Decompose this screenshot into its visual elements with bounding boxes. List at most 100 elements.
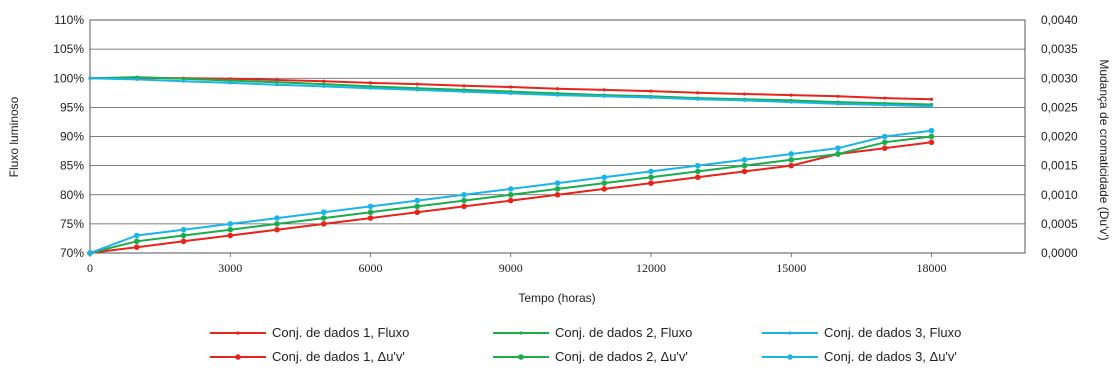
data-point [836, 102, 840, 106]
y-left-tick-label: 100% [53, 71, 84, 85]
data-point [133, 238, 140, 245]
data-point [694, 168, 701, 175]
data-point [322, 84, 326, 89]
data-point [180, 238, 187, 245]
data-point [788, 151, 795, 157]
data-point [694, 162, 701, 169]
data-point [649, 95, 653, 100]
y-left-tick-label: 80% [60, 188, 84, 202]
legend-swatch-marker [788, 331, 792, 335]
series-3 [88, 76, 934, 108]
data-point [601, 174, 608, 181]
data-point [741, 157, 748, 163]
data-point [507, 186, 514, 192]
data-point [227, 232, 234, 239]
data-point [414, 203, 421, 210]
data-point [928, 139, 935, 146]
data-point [322, 82, 326, 86]
data-point [929, 104, 934, 108]
legend-label: Conj. de dados 3, Fluxo [824, 325, 961, 340]
legend-item: Conj. de dados 1, Fluxo [210, 325, 409, 340]
y-right-tick-label: 0,0015 [1041, 159, 1078, 173]
data-point [554, 186, 561, 192]
data-point [741, 162, 748, 169]
data-point [368, 81, 373, 85]
data-point [601, 186, 608, 192]
data-point [648, 180, 654, 186]
legend-swatch-marker [519, 331, 523, 335]
data-point [414, 197, 421, 204]
data-point [742, 92, 747, 96]
legend-label: Conj. de dados 2, Fluxo [555, 325, 692, 340]
series-6 [87, 127, 935, 256]
data-point [554, 191, 561, 198]
data-point [462, 90, 466, 94]
data-point [181, 79, 186, 83]
y-left-tick-label: 95% [60, 100, 84, 114]
data-point [835, 151, 841, 157]
data-point [648, 174, 654, 181]
data-point [602, 94, 606, 98]
data-point [507, 197, 514, 204]
data-point [227, 221, 234, 227]
data-point [320, 209, 327, 216]
data-point [507, 191, 514, 198]
legend-item: Conj. de dados 2, Fluxo [493, 325, 692, 340]
data-point [274, 215, 280, 221]
x-tick-label: 3000 [218, 261, 242, 275]
data-point [883, 96, 887, 100]
data-point [461, 197, 467, 204]
data-point [414, 209, 421, 216]
legend-item: Conj. de dados 3, Fluxo [762, 325, 961, 340]
data-point [275, 78, 279, 82]
data-point [789, 100, 793, 104]
legend-item: Conj. de dados 3, Δu'v' [762, 349, 957, 364]
series-4 [87, 139, 935, 256]
data-point [133, 244, 140, 250]
data-point [601, 180, 608, 186]
data-point [694, 174, 701, 181]
series-5 [87, 133, 935, 256]
data-point [88, 76, 92, 80]
data-point [461, 191, 467, 198]
y-right-tick-label: 0,0040 [1041, 13, 1078, 27]
legend: Conj. de dados 1, Fluxo Conj. de dados 2,… [210, 325, 961, 364]
data-point [368, 86, 373, 90]
data-point [788, 157, 795, 163]
x-axis-title: Tempo (horas) [518, 291, 595, 305]
x-tick-label: 15000 [776, 261, 806, 275]
data-point [274, 226, 280, 233]
data-point [367, 203, 374, 210]
data-point [415, 82, 419, 86]
data-point [696, 91, 700, 95]
data-point [742, 98, 747, 102]
y-left-tick-label: 70% [60, 246, 84, 260]
data-point [322, 79, 326, 83]
data-point [227, 226, 234, 233]
data-point [275, 80, 279, 84]
y-right-tick-label: 0,0030 [1041, 71, 1078, 85]
data-point [320, 221, 327, 227]
series-layer [87, 75, 935, 256]
x-tick-label: 18000 [917, 261, 947, 275]
data-point [881, 133, 888, 140]
data-point [741, 168, 748, 175]
data-point [509, 85, 513, 89]
y-left-tick-label: 105% [53, 42, 84, 56]
legend-item: Conj. de dados 1, Δu'v' [210, 349, 405, 364]
legend-swatch-marker [236, 331, 240, 335]
data-point [180, 232, 187, 239]
y-left-tick-label: 90% [60, 130, 84, 144]
legend-item: Conj. de dados 2, Δu'v' [493, 349, 688, 364]
legend-label: Conj. de dados 1, Fluxo [272, 325, 409, 340]
y-right-tick-label: 0,0035 [1041, 42, 1078, 56]
legend-swatch-marker [518, 354, 524, 360]
data-point [602, 88, 606, 92]
data-point [554, 180, 561, 186]
data-point [275, 83, 279, 87]
legend-label: Conj. de dados 3, Δu'v' [824, 349, 957, 364]
data-point [789, 93, 793, 97]
y-right-tick-label: 0,0005 [1041, 217, 1078, 231]
